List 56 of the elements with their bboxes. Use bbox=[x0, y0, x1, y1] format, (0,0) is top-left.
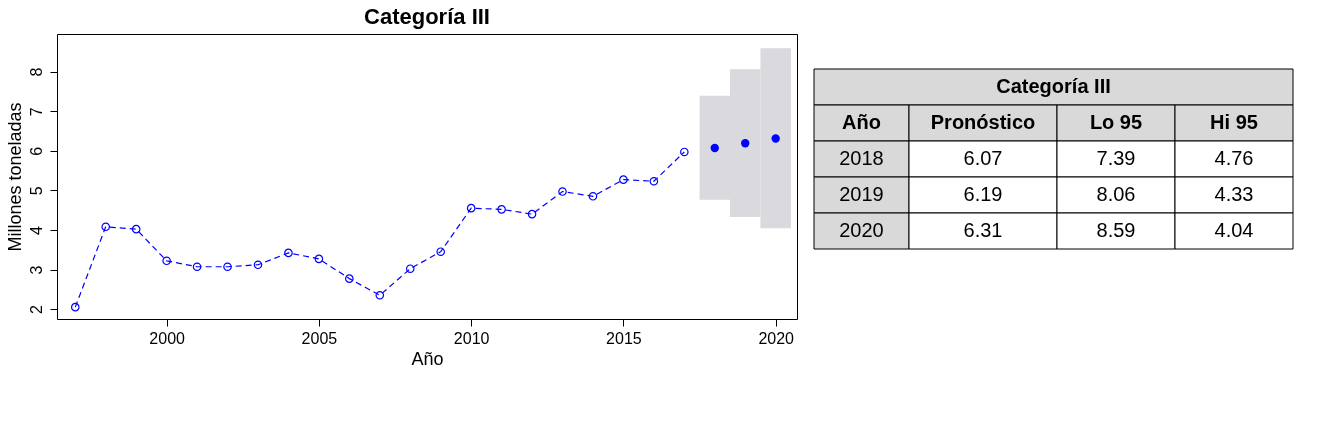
x-axis-title: Año bbox=[411, 348, 444, 369]
text: Hi 95 bbox=[1210, 111, 1258, 133]
text: 4.04 bbox=[1214, 219, 1254, 241]
y-tick-label: 2 bbox=[27, 305, 45, 315]
text: Año bbox=[842, 111, 881, 133]
point bbox=[314, 254, 324, 264]
point bbox=[466, 203, 476, 213]
point bbox=[101, 222, 111, 232]
y-tick-label: 7 bbox=[27, 107, 45, 117]
point bbox=[131, 224, 141, 234]
point bbox=[558, 187, 567, 196]
point bbox=[405, 264, 415, 274]
text: 6.19 bbox=[963, 183, 1003, 205]
point bbox=[162, 256, 171, 266]
point bbox=[619, 175, 628, 184]
point bbox=[527, 209, 537, 219]
text: 6.31 bbox=[963, 219, 1003, 241]
text: 4.33 bbox=[1214, 183, 1254, 205]
text: 2018 bbox=[839, 147, 884, 169]
point bbox=[497, 205, 506, 214]
text: 4.76 bbox=[1214, 147, 1254, 169]
text: Lo 95 bbox=[1089, 111, 1143, 133]
x-tick-label: 2015 bbox=[606, 329, 642, 347]
text: 8.06 bbox=[1096, 183, 1136, 205]
point bbox=[436, 247, 446, 257]
point bbox=[710, 143, 719, 153]
y-tick-label: 3 bbox=[27, 265, 45, 275]
x-tick-label: 2010 bbox=[453, 329, 490, 347]
y-tick-label: 8 bbox=[27, 67, 45, 77]
text: 6.07 bbox=[963, 147, 1003, 169]
x-tick-label: 2005 bbox=[301, 329, 338, 347]
text: 2020 bbox=[839, 219, 884, 241]
point bbox=[70, 302, 80, 312]
y-tick-label: 5 bbox=[27, 186, 45, 196]
point bbox=[284, 248, 293, 258]
text: Pronóstico bbox=[930, 111, 1036, 133]
text: 2019 bbox=[839, 183, 884, 205]
chart-title: Categoría III bbox=[364, 4, 490, 30]
y-axis-title: Millones toneladas bbox=[4, 102, 25, 252]
point bbox=[649, 176, 659, 186]
point bbox=[192, 262, 202, 272]
text: 7.39 bbox=[1096, 147, 1136, 169]
x-tick-label: 2000 bbox=[149, 329, 186, 347]
text: Categoría III bbox=[996, 75, 1111, 97]
point bbox=[375, 290, 385, 300]
point bbox=[223, 262, 232, 272]
point bbox=[345, 274, 354, 283]
x-tick-label: 2020 bbox=[758, 329, 795, 347]
point bbox=[588, 191, 598, 201]
text: 8.59 bbox=[1096, 219, 1136, 241]
point bbox=[680, 147, 689, 157]
y-tick-label: 6 bbox=[27, 146, 45, 156]
point bbox=[253, 260, 263, 270]
point bbox=[741, 139, 750, 148]
point bbox=[771, 134, 780, 143]
y-tick-label: 4 bbox=[27, 225, 45, 235]
